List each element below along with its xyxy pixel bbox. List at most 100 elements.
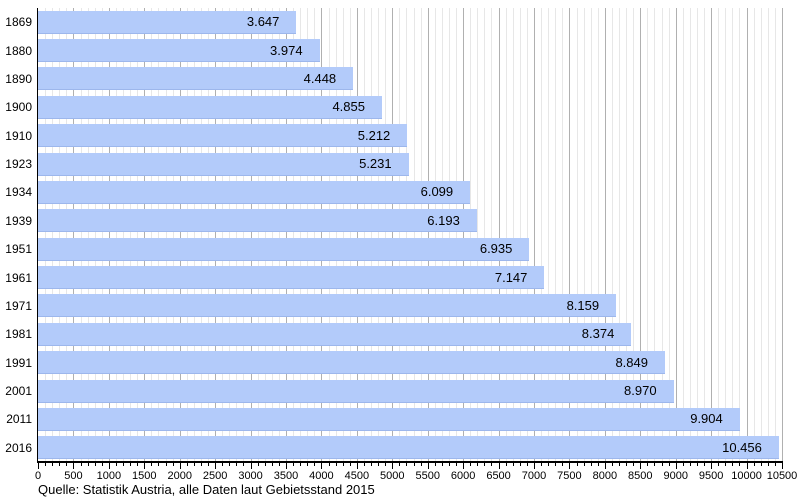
gridline-minor — [363, 8, 365, 462]
bar-value-label: 6.099 — [420, 184, 454, 200]
tick-minor — [583, 463, 585, 466]
gridline-major — [215, 8, 217, 462]
tick-major — [427, 463, 429, 469]
gridline-minor — [760, 8, 762, 462]
bar-value-label: 7.147 — [494, 269, 528, 285]
tick-minor — [413, 463, 415, 466]
bar-row: 5.212 — [38, 122, 782, 150]
tick-major — [604, 463, 606, 469]
tick-minor — [271, 463, 273, 466]
tick-minor — [704, 463, 706, 466]
tick-minor — [45, 463, 47, 466]
gridline-minor — [378, 8, 380, 462]
tick-minor — [293, 463, 295, 466]
tick-major — [179, 463, 181, 469]
tick-minor — [87, 463, 89, 466]
tick-minor — [314, 463, 316, 466]
gridline-minor — [335, 8, 337, 462]
tick-minor — [378, 463, 380, 466]
tick-major — [569, 463, 571, 469]
year-label: 1934 — [5, 185, 32, 200]
x-tick-label: 6000 — [450, 470, 476, 482]
gridline-minor — [626, 8, 628, 462]
tick-minor — [243, 463, 245, 466]
gridline-minor — [293, 8, 295, 462]
gridline-minor — [385, 8, 387, 462]
tick-minor — [257, 463, 259, 466]
gridline-minor — [505, 8, 507, 462]
gridline-major — [711, 8, 713, 462]
gridline-minor — [236, 8, 238, 462]
tick-minor — [300, 463, 302, 466]
bar-value-label: 9.904 — [690, 411, 723, 427]
tick-minor — [491, 463, 493, 466]
bar-row: 7.147 — [38, 263, 782, 291]
x-tick-label: 8000 — [592, 470, 618, 482]
gridline-minor — [470, 8, 472, 462]
population-bar-1890: 4.448 — [38, 67, 354, 91]
tick-minor — [278, 463, 280, 466]
x-tick-label: 9500 — [698, 470, 724, 482]
x-tick-label: 10000 — [731, 470, 762, 482]
gridline-minor — [52, 8, 54, 462]
gridline-major — [286, 8, 287, 462]
population-bar-1869: 3.647 — [38, 10, 297, 34]
gridline-minor — [434, 8, 436, 462]
gridline-major — [569, 8, 571, 462]
gridline-minor — [87, 8, 89, 462]
gridline-minor — [654, 8, 656, 462]
tick-major — [782, 463, 783, 469]
tick-minor — [151, 463, 153, 466]
tick-major — [108, 463, 110, 469]
gridline-minor — [59, 8, 61, 462]
bar-rows: 3.647 3.974 4.448 4.855 5.212 5.231 6.099 6.193… — [38, 8, 782, 462]
gridline-minor — [689, 8, 691, 462]
gridline-minor — [222, 8, 224, 462]
tick-minor — [555, 463, 557, 466]
tick-minor — [456, 463, 458, 466]
year-label: 1923 — [5, 157, 32, 172]
gridline-minor — [123, 8, 125, 462]
bar-value-label: 3.647 — [246, 14, 280, 30]
tick-minor — [767, 463, 769, 466]
gridline-minor — [45, 8, 47, 462]
gridline-minor — [541, 8, 543, 462]
gridline-major — [604, 8, 606, 462]
tick-minor — [137, 463, 139, 466]
gridline-minor — [137, 8, 139, 462]
tick-minor — [541, 463, 543, 466]
gridline-minor — [774, 8, 776, 462]
tick-minor — [661, 463, 663, 466]
bar-row: 5.231 — [38, 150, 782, 178]
bar-row: 3.647 — [38, 8, 782, 36]
tick-minor — [236, 463, 238, 466]
tick-minor — [434, 463, 436, 466]
gridline-minor — [80, 8, 82, 462]
gridline-major — [108, 8, 110, 462]
gridline-minor — [172, 8, 174, 462]
bar-row: 4.448 — [38, 65, 782, 93]
tick-minor — [619, 463, 621, 466]
gridline-minor — [696, 8, 698, 462]
tick-minor — [590, 463, 592, 466]
bar-value-label: 8.970 — [624, 383, 657, 399]
tick-minor — [52, 463, 54, 466]
x-tick-label: 5000 — [380, 470, 405, 482]
tick-major — [38, 463, 39, 469]
tick-minor — [165, 463, 167, 466]
gridline-major — [463, 8, 465, 462]
year-label: 1991 — [5, 355, 32, 370]
x-axis-line — [37, 461, 783, 463]
gridline-minor — [413, 8, 415, 462]
x-tick-label: 9000 — [663, 470, 688, 482]
gridline-minor — [519, 8, 521, 462]
year-label: 1971 — [5, 298, 32, 313]
gridline-major — [746, 8, 748, 462]
gridline-major — [144, 8, 146, 462]
gridline-minor — [200, 8, 202, 462]
tick-minor — [633, 463, 635, 466]
tick-minor — [477, 463, 479, 466]
gridline-minor — [158, 8, 160, 462]
gridline-minor — [186, 8, 188, 462]
gridline-minor — [349, 8, 351, 462]
